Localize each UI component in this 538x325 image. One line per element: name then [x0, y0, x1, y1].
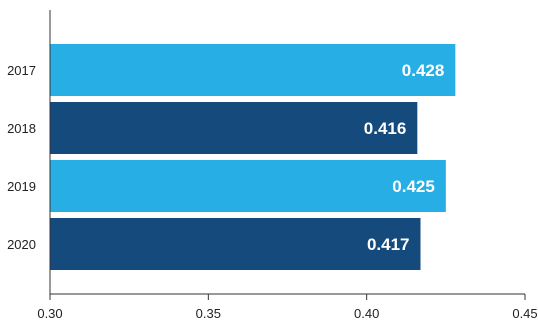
category-label-2020: 2020 — [7, 237, 36, 252]
x-tick-label-0.40: 0.40 — [354, 306, 379, 321]
bars-layer: 0.428 0.416 0.425 0.417 — [50, 44, 456, 270]
axes-layer: 2017 2018 2019 2020 0.30 0.35 0.40 0.45 — [7, 10, 538, 321]
x-tick-label-0.30: 0.30 — [37, 306, 62, 321]
bar-2018 — [50, 102, 418, 154]
bar-value-label-2020: 0.417 — [367, 235, 410, 254]
bar-2020 — [50, 218, 421, 270]
bar-2017 — [50, 44, 456, 96]
category-label-2019: 2019 — [7, 179, 36, 194]
bar-value-label-2017: 0.428 — [402, 61, 445, 80]
bar-2019 — [50, 160, 446, 212]
bar-value-label-2019: 0.425 — [392, 177, 435, 196]
category-label-2017: 2017 — [7, 63, 36, 78]
category-label-2018: 2018 — [7, 121, 36, 136]
x-tick-label-0.45: 0.45 — [512, 306, 537, 321]
x-tick-label-0.35: 0.35 — [196, 306, 221, 321]
bar-value-label-2018: 0.416 — [364, 119, 407, 138]
